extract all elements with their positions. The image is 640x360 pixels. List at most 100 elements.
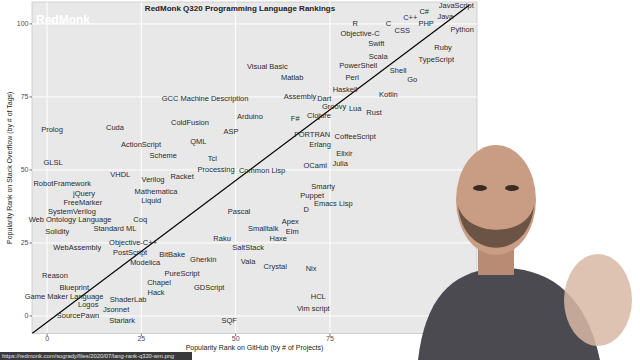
language-label: Tcl (208, 154, 218, 163)
language-label: Perl (346, 73, 360, 82)
presenter-head (456, 145, 536, 255)
language-label: Smalltalk (248, 224, 279, 233)
language-label: Prolog (41, 125, 63, 134)
language-label: JavaScript (439, 1, 475, 10)
language-label: Arduino (237, 112, 263, 121)
language-label: Vala (241, 257, 256, 266)
y-grid-line (32, 96, 477, 97)
language-label: PostScript (113, 248, 148, 257)
language-label: Smarty (311, 182, 335, 191)
language-label: Reason (42, 271, 68, 280)
language-label: Haskell (333, 85, 358, 94)
x-axis-title: Popularity Rank on GitHub (by # of Proje… (186, 344, 324, 352)
title: RedMonk Q320 Programming Language Rankin… (145, 4, 336, 13)
language-label: PowerShell (339, 61, 377, 70)
language-label: HCL (311, 292, 326, 301)
language-label: CoffeeScript (335, 132, 377, 141)
language-label: SourcePawn (57, 311, 100, 320)
language-label: Haxe (270, 234, 288, 243)
language-label: Liquid (141, 196, 161, 205)
language-label: Scheme (149, 151, 177, 160)
language-label: Visual Basic (247, 62, 288, 71)
language-label: jQuery (72, 189, 95, 198)
language-label: Rust (366, 108, 382, 117)
language-label: GLSL (44, 158, 63, 167)
y-tick (30, 315, 33, 316)
y-tick-label: 25 (21, 239, 29, 246)
y-tick-label: 0 (25, 312, 29, 319)
language-label: GDScript (194, 283, 225, 292)
language-label: Java (437, 12, 454, 21)
language-label: Scala (369, 52, 389, 61)
language-label: ASP (224, 127, 239, 136)
language-label: GCC Machine Description (162, 94, 249, 103)
language-label: Blueprint (59, 283, 90, 292)
language-label: Go (407, 75, 417, 84)
point-layer: JavaScriptPythonJavaPHPC#C++CSSCRObjecti… (25, 1, 475, 325)
presenter-eye (473, 185, 487, 191)
language-label: Web Ontology Language (29, 215, 112, 224)
language-label: Starlark (109, 316, 135, 325)
language-label: FORTRAN (294, 130, 330, 139)
language-label: Matlab (281, 73, 304, 82)
language-label: Erlang (309, 140, 331, 149)
x-tick-label: 75 (326, 335, 334, 342)
plot-panel (32, 2, 477, 334)
trend-line (32, 5, 469, 334)
language-label: PureScript (165, 269, 201, 278)
language-label: Swift (368, 39, 385, 48)
language-label: Shell (390, 66, 407, 75)
x-grid-line (235, 2, 236, 334)
language-label: VHDL (110, 170, 130, 179)
axes: 02550750255075100 (17, 20, 334, 342)
presenter-eye (505, 185, 519, 191)
language-label: Gherkin (190, 255, 216, 264)
language-label: Modelica (130, 258, 161, 267)
language-label: Hack (148, 288, 165, 297)
language-label: FreeMarker (64, 198, 103, 207)
language-label: ShaderLab (110, 295, 147, 304)
language-label: Assembly (284, 92, 317, 101)
language-label: C# (419, 7, 429, 16)
language-label: Python (451, 25, 474, 34)
language-label: Vim script (297, 304, 331, 313)
language-label: SaltStack (232, 243, 264, 252)
language-label: Solidity (45, 227, 69, 236)
language-label: C (386, 19, 392, 28)
language-label: Verilog (142, 175, 165, 184)
language-label: WebAssembly (53, 243, 101, 252)
language-label: PHP (418, 19, 433, 28)
y-tick (30, 169, 33, 170)
x-tick-label: 50 (232, 335, 240, 342)
language-label: R (352, 19, 358, 28)
language-label: Julia (332, 159, 348, 168)
language-label: Emacs Lisp (314, 199, 353, 208)
language-label: TypeScript (419, 55, 455, 64)
language-label: Objective-C++ (109, 238, 158, 247)
line-layer (32, 5, 469, 334)
language-label: Elm (286, 227, 299, 236)
language-label: Common Lisp (239, 166, 285, 175)
language-label: Lua (349, 104, 362, 113)
language-label: Jsonnet (103, 305, 130, 314)
x-tick-label: 0 (45, 335, 49, 342)
y-grid-line (32, 23, 477, 24)
language-label: C++ (403, 13, 418, 22)
y-axis-title: Popularity Rank on Stack Overflow (by # … (6, 92, 14, 244)
language-label: Pascal (228, 207, 251, 216)
language-label: ActionScript (121, 140, 162, 149)
language-label: Raku (213, 234, 231, 243)
language-label: Crystal (264, 262, 288, 271)
language-label: F# (291, 114, 301, 123)
presenter-beard (458, 205, 534, 248)
language-label: BitBake (159, 250, 185, 259)
presenter (418, 145, 632, 360)
language-label: OCaml (304, 161, 328, 170)
url-bar (0, 352, 192, 360)
y-tick-label: 75 (21, 93, 29, 100)
language-label: Apex (282, 217, 299, 226)
language-label: QML (190, 137, 206, 146)
presenter-hand (564, 254, 632, 346)
language-label: Mathematica (135, 187, 179, 196)
language-label: Coq (133, 215, 147, 224)
